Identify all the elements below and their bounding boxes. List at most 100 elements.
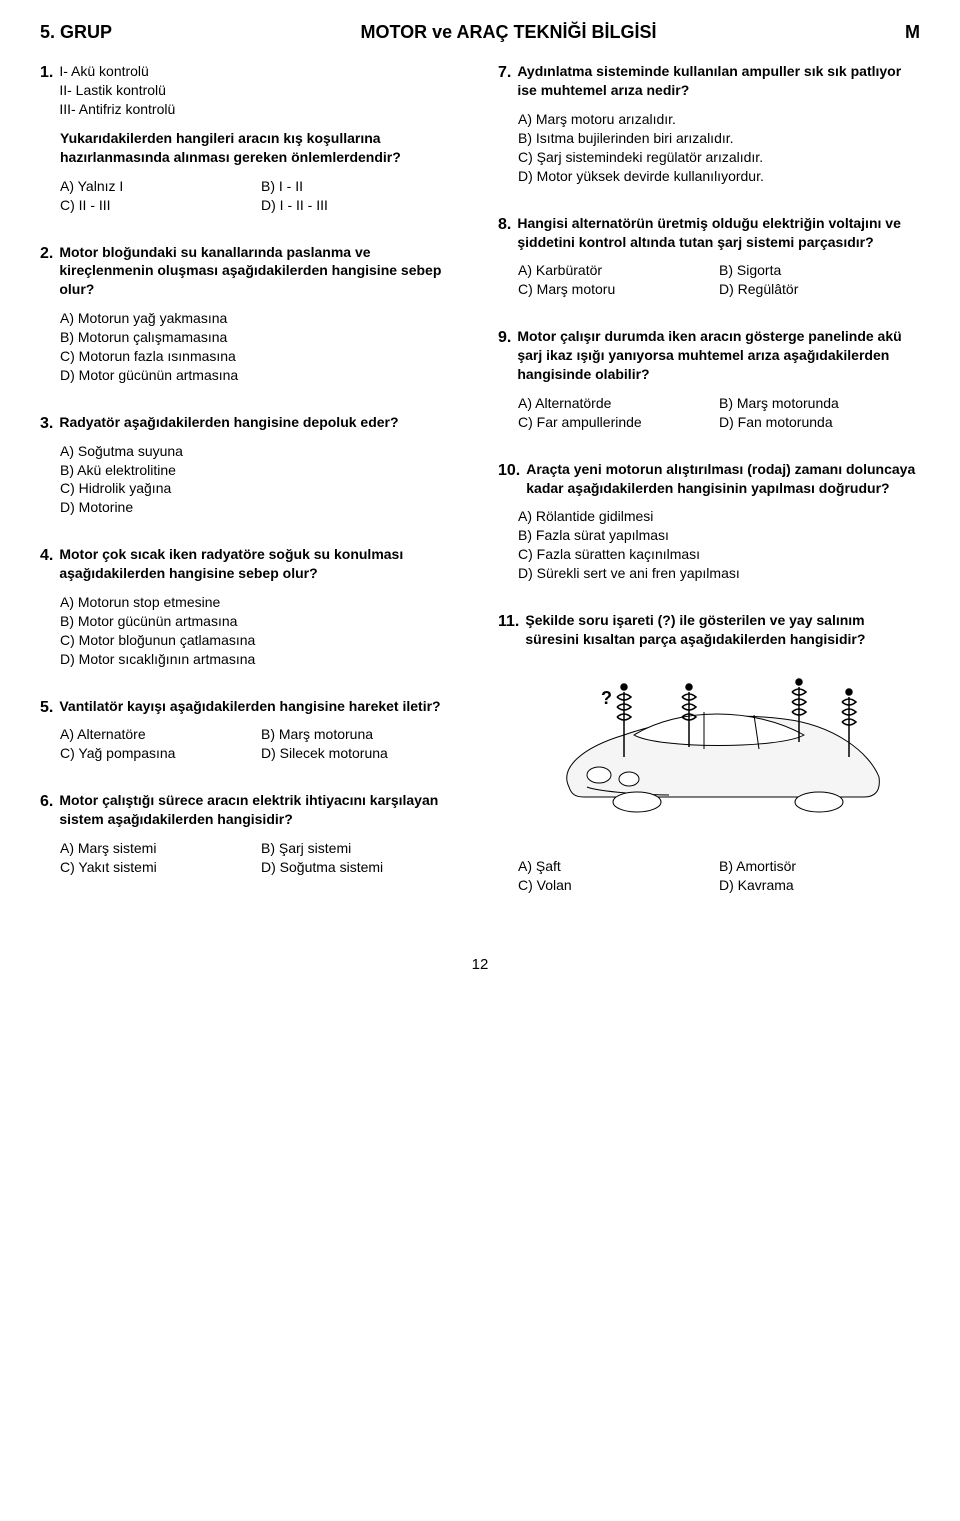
q5-choice-d: D) Silecek motoruna xyxy=(261,744,462,763)
q5-choices: A) Alternatöre B) Marş motoruna C) Yağ p… xyxy=(40,725,462,763)
q2-text: Motor bloğundaki su kanallarında paslanm… xyxy=(59,243,462,300)
car-diagram: ? xyxy=(529,657,889,847)
q10-number: 10. xyxy=(498,460,520,482)
q9-text: Motor çalışır durumda iken aracın göster… xyxy=(517,327,920,384)
question-7: 7. Aydınlatma sisteminde kullanılan ampu… xyxy=(498,62,920,185)
q7-choice-d: D) Motor yüksek devirde kullanılıyordur. xyxy=(518,167,920,186)
q11-text: Şekilde soru işareti (?) ile gösterilen … xyxy=(525,611,920,649)
q5-choice-c: C) Yağ pompasına xyxy=(60,744,261,763)
q1-choice-d: D) I - II - III xyxy=(261,196,462,215)
q8-choice-a: A) Karbüratör xyxy=(518,261,719,280)
q9-choice-b: B) Marş motorunda xyxy=(719,394,920,413)
header-letter: M xyxy=(905,20,920,44)
q8-number: 8. xyxy=(498,214,511,236)
q8-choice-d: D) Regülâtör xyxy=(719,280,920,299)
q1-intro-1: I- Akü kontrolü xyxy=(59,63,149,79)
q9-number: 9. xyxy=(498,327,511,349)
content-columns: 1. I- Akü kontrolü II- Lastik kontrolü I… xyxy=(40,62,920,922)
q11-choice-b: B) Amortisör xyxy=(719,857,920,876)
q2-choice-d: D) Motor gücünün artmasına xyxy=(60,366,462,385)
q2-choice-a: A) Motorun yağ yakmasına xyxy=(60,309,462,328)
q5-choice-b: B) Marş motoruna xyxy=(261,725,462,744)
q3-choice-b: B) Akü elektrolitine xyxy=(60,461,462,480)
q4-choice-d: D) Motor sıcaklığının artmasına xyxy=(60,650,462,669)
q10-choice-c: C) Fazla süratten kaçınılması xyxy=(518,545,920,564)
q11-choice-d: D) Kavrama xyxy=(719,876,920,895)
q6-choices: A) Marş sistemi B) Şarj sistemi C) Yakıt… xyxy=(40,839,462,877)
q4-choice-a: A) Motorun stop etmesine xyxy=(60,593,462,612)
q6-text: Motor çalıştığı sürece aracın elektrik i… xyxy=(59,791,462,829)
q10-choice-b: B) Fazla sürat yapılması xyxy=(518,526,920,545)
question-5: 5. Vantilatör kayışı aşağıdakilerden han… xyxy=(40,697,462,764)
q1-choice-b: B) I - II xyxy=(261,177,462,196)
q7-choice-a: A) Marş motoru arızalıdır. xyxy=(518,110,920,129)
q5-number: 5. xyxy=(40,697,53,719)
q3-choice-c: C) Hidrolik yağına xyxy=(60,479,462,498)
q5-text: Vantilatör kayışı aşağıdakilerden hangis… xyxy=(59,697,462,716)
question-2: 2. Motor bloğundaki su kanallarında pasl… xyxy=(40,243,462,385)
q7-text: Aydınlatma sisteminde kullanılan ampulle… xyxy=(517,62,920,100)
q4-choices: A) Motorun stop etmesine B) Motor gücünü… xyxy=(40,593,462,669)
question-1: 1. I- Akü kontrolü II- Lastik kontrolü I… xyxy=(40,62,462,214)
question-4: 4. Motor çok sıcak iken radyatöre soğuk … xyxy=(40,545,462,668)
q3-text: Radyatör aşağıdakilerden hangisine depol… xyxy=(59,413,462,432)
q2-choices: A) Motorun yağ yakmasına B) Motorun çalı… xyxy=(40,309,462,385)
q2-choice-b: B) Motorun çalışmamasına xyxy=(60,328,462,347)
q1-choice-a: A) Yalnız I xyxy=(60,177,261,196)
q7-choice-c: C) Şarj sistemindeki regülatör arızalıdı… xyxy=(518,148,920,167)
question-6: 6. Motor çalıştığı sürece aracın elektri… xyxy=(40,791,462,877)
q11-choice-c: C) Volan xyxy=(518,876,719,895)
question-10: 10. Araçta yeni motorun alıştırılması (r… xyxy=(498,460,920,583)
q6-choice-c: C) Yakıt sistemi xyxy=(60,858,261,877)
q3-choice-a: A) Soğutma suyuna xyxy=(60,442,462,461)
q10-choice-d: D) Sürekli sert ve ani fren yapılması xyxy=(518,564,920,583)
q6-choice-b: B) Şarj sistemi xyxy=(261,839,462,858)
header-group: 5. GRUP xyxy=(40,20,112,44)
q8-choices: A) Karbüratör B) Sigorta C) Marş motoru … xyxy=(498,261,920,299)
q5-choice-a: A) Alternatöre xyxy=(60,725,261,744)
q6-choice-d: D) Soğutma sistemi xyxy=(261,858,462,877)
q2-number: 2. xyxy=(40,243,53,265)
question-9: 9. Motor çalışır durumda iken aracın gös… xyxy=(498,327,920,431)
q1-choice-c: C) II - III xyxy=(60,196,261,215)
q9-choice-c: C) Far ampullerinde xyxy=(518,413,719,432)
q11-choice-a: A) Şaft xyxy=(518,857,719,876)
q1-number: 1. xyxy=(40,62,53,84)
question-3: 3. Radyatör aşağıdakilerden hangisine de… xyxy=(40,413,462,517)
question-8: 8. Hangisi alternatörün üretmiş olduğu e… xyxy=(498,214,920,300)
q6-choice-a: A) Marş sistemi xyxy=(60,839,261,858)
q1-text: Yukarıdakilerden hangileri aracın kış ko… xyxy=(40,129,462,167)
q8-choice-c: C) Marş motoru xyxy=(518,280,719,299)
q4-choice-b: B) Motor gücünün artmasına xyxy=(60,612,462,631)
q11-choices: A) Şaft B) Amortisör C) Volan D) Kavrama xyxy=(498,857,920,895)
q4-choice-c: C) Motor bloğunun çatlamasına xyxy=(60,631,462,650)
question-11: 11. Şekilde soru işareti (?) ile gösteri… xyxy=(498,611,920,895)
q4-number: 4. xyxy=(40,545,53,567)
q10-choices: A) Rölantide gidilmesi B) Fazla sürat ya… xyxy=(498,507,920,583)
page-header: 5. GRUP MOTOR ve ARAÇ TEKNİĞİ BİLGİSİ M xyxy=(40,20,920,44)
q3-choices: A) Soğutma suyuna B) Akü elektrolitine C… xyxy=(40,442,462,518)
q8-choice-b: B) Sigorta xyxy=(719,261,920,280)
q10-choice-a: A) Rölantide gidilmesi xyxy=(518,507,920,526)
left-column: 1. I- Akü kontrolü II- Lastik kontrolü I… xyxy=(40,62,462,922)
q9-choice-d: D) Fan motorunda xyxy=(719,413,920,432)
header-title: MOTOR ve ARAÇ TEKNİĞİ BİLGİSİ xyxy=(361,20,657,44)
q4-text: Motor çok sıcak iken radyatöre soğuk su … xyxy=(59,545,462,583)
page-number: 12 xyxy=(40,955,920,975)
q11-question-mark: ? xyxy=(601,688,612,708)
q1-choices: A) Yalnız I B) I - II C) II - III D) I -… xyxy=(40,177,462,215)
q11-number: 11. xyxy=(498,611,519,633)
q8-text: Hangisi alternatörün üretmiş olduğu elek… xyxy=(517,214,920,252)
q2-choice-c: C) Motorun fazla ısınmasına xyxy=(60,347,462,366)
q6-number: 6. xyxy=(40,791,53,813)
right-column: 7. Aydınlatma sisteminde kullanılan ampu… xyxy=(498,62,920,922)
q7-number: 7. xyxy=(498,62,511,84)
q10-text: Araçta yeni motorun alıştırılması (rodaj… xyxy=(526,460,920,498)
q1-intro: I- Akü kontrolü II- Lastik kontrolü III-… xyxy=(59,62,462,119)
q7-choice-b: B) Isıtma bujilerinden biri arızalıdır. xyxy=(518,129,920,148)
q1-intro-3: III- Antifriz kontrolü xyxy=(59,101,175,117)
q7-choices: A) Marş motoru arızalıdır. B) Isıtma buj… xyxy=(498,110,920,186)
q3-number: 3. xyxy=(40,413,53,435)
q3-choice-d: D) Motorine xyxy=(60,498,462,517)
q9-choice-a: A) Alternatörde xyxy=(518,394,719,413)
